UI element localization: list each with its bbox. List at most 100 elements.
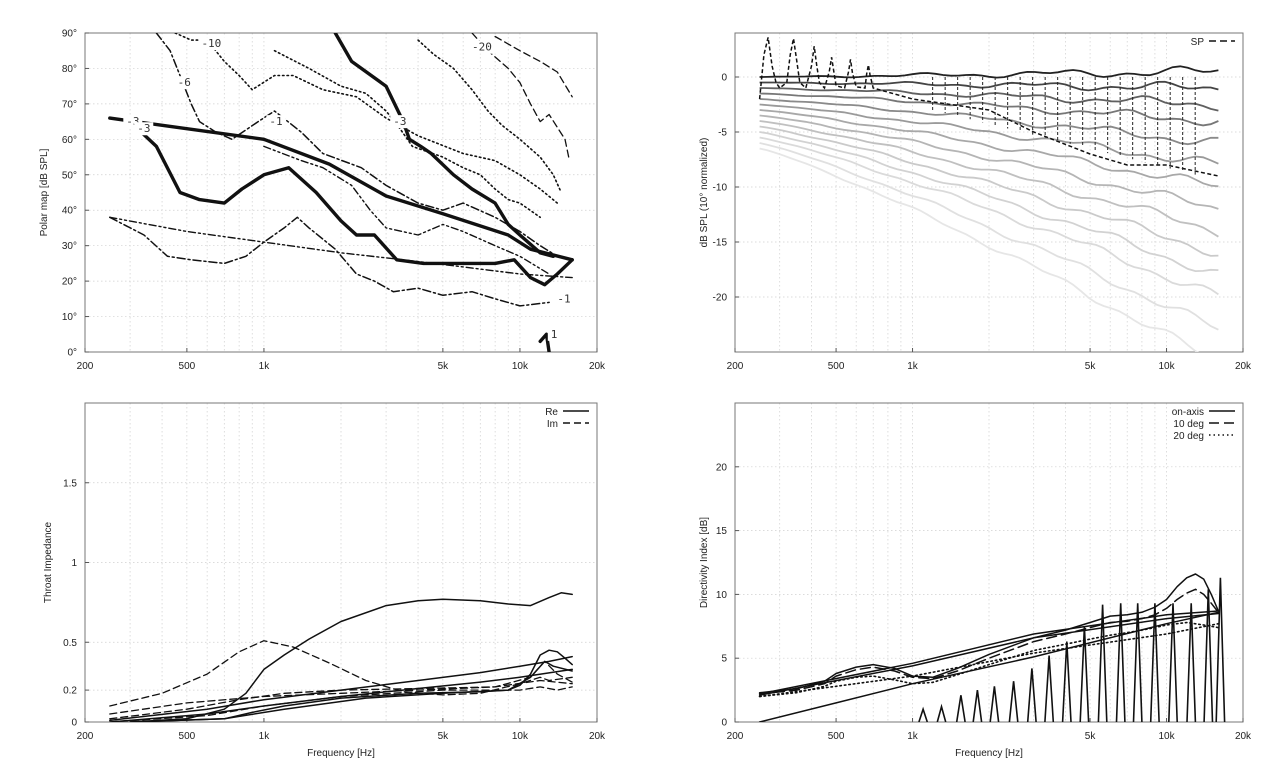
x-tick-label: 200 xyxy=(727,731,744,742)
plot-frame xyxy=(84,32,598,353)
angle-response-line xyxy=(759,103,1219,165)
y-tick-label: 0 xyxy=(721,73,727,84)
x-tick-label: 500 xyxy=(828,731,845,742)
y-tick-label: 30° xyxy=(62,241,77,252)
spike-mark xyxy=(1097,604,1108,722)
plot-frame xyxy=(734,32,1244,353)
angle-response-line xyxy=(759,136,1219,296)
series-line xyxy=(333,33,555,258)
legend: SP xyxy=(1191,37,1235,48)
spike-mark xyxy=(1026,668,1037,722)
chart-polar: 200 500 1k 5k 10k 20k 0° 10° 20° 30° 40° 50° 60° 70° 8… xyxy=(39,29,606,373)
contour-label-bg xyxy=(390,115,410,129)
contour-label: 1 xyxy=(551,328,558,341)
x-tick-label: 10k xyxy=(1158,731,1175,742)
x-tick-label: 1k xyxy=(259,731,271,742)
series-line xyxy=(417,39,562,194)
chart-spl: 200 500 1k 5k 10k 20k 0 -5 -10 -15 -20 dB SPL (10° … xyxy=(699,32,1252,372)
angle-response-line xyxy=(759,114,1219,210)
x-tick-label: 200 xyxy=(77,361,94,372)
spike-mark xyxy=(1115,603,1126,722)
series-line-im xyxy=(109,679,573,715)
y-tick-label: 0.5 xyxy=(63,638,77,649)
y-tick-label: 0° xyxy=(67,348,77,359)
spike-mark xyxy=(1008,681,1019,722)
series-line xyxy=(109,216,573,279)
y-tick-label: 70° xyxy=(62,99,77,110)
contour-label: -10 xyxy=(201,37,221,50)
y-tick-label: -15 xyxy=(713,238,728,249)
y-tick-label: -10 xyxy=(713,183,728,194)
x-tick-label: 5k xyxy=(1085,731,1097,742)
chart-directivity: 200 500 1k 5k 10k 20k 0 5 10 15 20 Directivity Inde… xyxy=(699,402,1252,759)
series-line xyxy=(538,332,551,352)
contour-label-bg xyxy=(174,76,194,90)
y-tick-label: 15 xyxy=(716,526,728,537)
contour-labels: -10 -20-6-1 -3-3-3-11 xyxy=(123,37,574,341)
series-line-re xyxy=(109,668,573,722)
y-tick-label: 0.2 xyxy=(63,686,77,697)
spike-mark xyxy=(972,689,983,722)
series-line-on-axis xyxy=(758,612,1220,696)
spike-mark xyxy=(989,686,1000,722)
series-line xyxy=(128,119,574,287)
series-line-re xyxy=(129,660,573,722)
angle-response-line xyxy=(759,87,1219,112)
y-tick-label: -5 xyxy=(718,128,727,139)
y-tick-label: -20 xyxy=(713,293,728,304)
series-line-re xyxy=(129,649,573,722)
angle-response-line xyxy=(759,109,1219,188)
contour-label: -1 xyxy=(557,292,570,305)
x-tick-label: 500 xyxy=(179,361,196,372)
angle-response-line xyxy=(759,147,1200,352)
y-tick-label: 90° xyxy=(62,29,77,40)
spike-mark xyxy=(936,703,947,722)
x-tick-label: 10k xyxy=(512,731,529,742)
contour-label-bg xyxy=(266,115,286,129)
x-tick-label: 20k xyxy=(1235,731,1252,742)
legend-label: SP xyxy=(1191,37,1205,48)
series-line-on-axis xyxy=(758,611,1220,722)
y-tick-label: 20° xyxy=(62,277,77,288)
spike-mark xyxy=(1044,655,1055,722)
contour-label-bg xyxy=(547,327,560,341)
y-tick-label: 40° xyxy=(62,206,77,217)
x-tick-label: 1k xyxy=(907,361,919,372)
spike-mark xyxy=(1149,603,1160,722)
series-group xyxy=(758,573,1220,722)
y-tick-label: 0 xyxy=(71,718,77,729)
spike-mark xyxy=(955,695,966,722)
angle-response-line xyxy=(759,98,1219,146)
spike-mark xyxy=(1132,603,1143,722)
y-axis-label: Throat Impedance xyxy=(43,521,54,603)
series-line xyxy=(155,33,559,258)
contour-label: -1 xyxy=(269,115,282,128)
angle-response-line xyxy=(759,65,1219,79)
y-axis-label: dB SPL (10° normalized) xyxy=(699,138,710,248)
x-tick-label: 1k xyxy=(259,361,271,372)
series-line-10-deg xyxy=(758,588,1220,695)
series-line-re xyxy=(129,592,573,722)
x-tick-label: 20k xyxy=(1235,361,1252,372)
spike-mark xyxy=(1061,641,1072,722)
series-line-im xyxy=(109,640,573,707)
y-tick-label: 0 xyxy=(721,718,727,729)
spike-mark xyxy=(1203,589,1214,722)
series-line xyxy=(108,116,574,262)
y-tick-label: 80° xyxy=(62,64,77,75)
legend-label: Re xyxy=(545,407,558,418)
y-tick-label: 10 xyxy=(716,590,728,601)
plot-frame xyxy=(734,402,1244,723)
angle-response-line xyxy=(759,142,1219,331)
contour-label: -3 xyxy=(393,115,406,128)
series-line xyxy=(494,35,573,98)
series-line xyxy=(273,49,541,219)
series-line xyxy=(263,145,550,275)
y-tick-label: 5 xyxy=(721,654,727,665)
x-tick-label: 20k xyxy=(589,731,606,742)
series-group xyxy=(108,33,574,352)
spike-mark xyxy=(1215,577,1226,722)
x-tick-label: 1k xyxy=(907,731,919,742)
x-tick-label: 5k xyxy=(1085,361,1097,372)
